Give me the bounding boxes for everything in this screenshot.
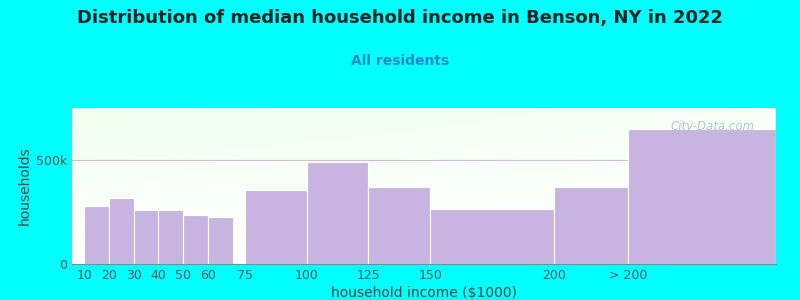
Bar xyxy=(109,199,134,264)
Bar xyxy=(245,190,306,264)
Bar xyxy=(369,187,430,264)
Text: All residents: All residents xyxy=(351,54,449,68)
Bar xyxy=(554,187,628,264)
Bar xyxy=(158,210,183,264)
Text: Distribution of median household income in Benson, NY in 2022: Distribution of median household income … xyxy=(77,9,723,27)
Bar xyxy=(208,217,233,264)
Text: City-Data.com: City-Data.com xyxy=(670,121,755,134)
Bar xyxy=(306,162,369,264)
Bar xyxy=(628,129,776,264)
Bar xyxy=(84,206,109,264)
Y-axis label: households: households xyxy=(18,147,32,225)
Bar xyxy=(183,215,208,264)
Bar xyxy=(430,209,554,264)
Bar xyxy=(134,209,158,264)
X-axis label: household income ($1000): household income ($1000) xyxy=(331,286,517,300)
